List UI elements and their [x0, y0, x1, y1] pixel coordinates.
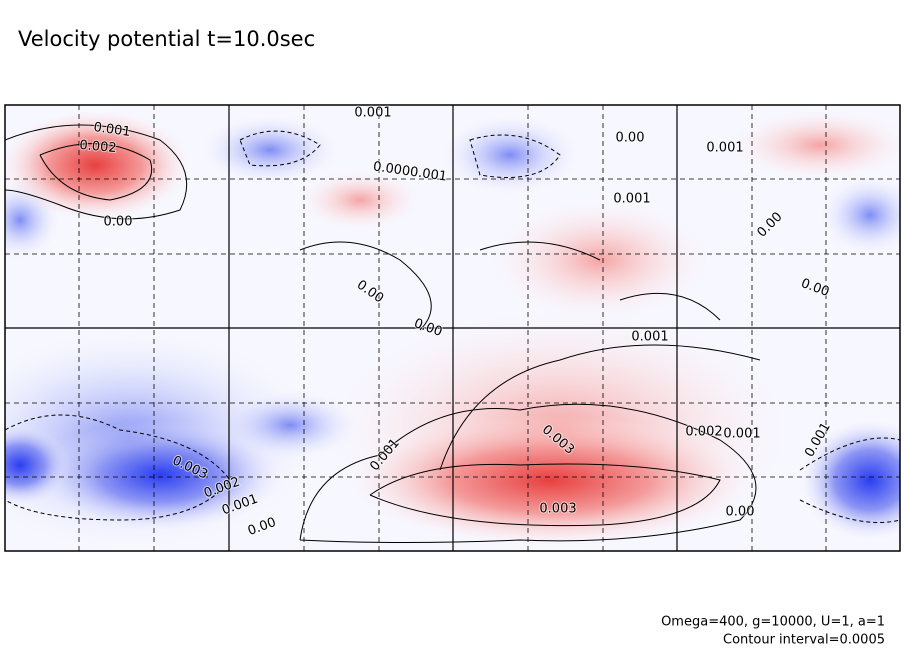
- note: Contour interval=0.0005: [723, 633, 885, 648]
- grid: [5, 105, 900, 551]
- contour-label: 0.00: [616, 131, 645, 146]
- contour-label: 0.001: [354, 106, 391, 121]
- contour-label: 0.00: [104, 215, 133, 230]
- contour-label: 0.001: [613, 192, 650, 207]
- contour-label: 0.002: [79, 138, 117, 156]
- contour-label: 0.001: [631, 330, 668, 345]
- chart-title: Velocity potential t=10.0sec: [18, 27, 315, 51]
- contour-label: 0.002: [685, 425, 722, 440]
- contour-label: 0.001: [723, 427, 760, 442]
- contour-label: 0.003: [539, 502, 576, 517]
- contour-label: 0.001: [706, 141, 743, 156]
- contour-label: 0.001: [93, 120, 132, 140]
- contour-label: 0.00: [726, 505, 755, 520]
- note: Omega=400, g=10000, U=1, a=1: [661, 615, 885, 630]
